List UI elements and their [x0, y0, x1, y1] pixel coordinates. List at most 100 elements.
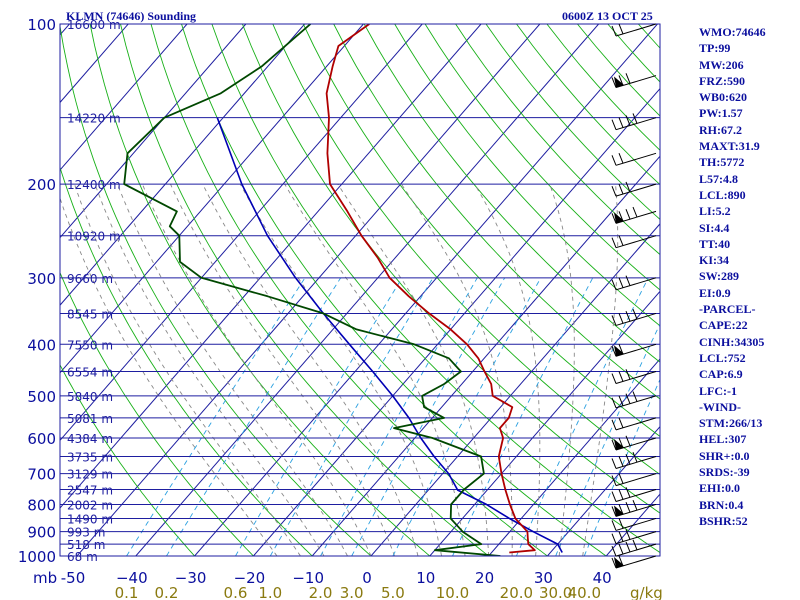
temperature-tick-label: −40 [116, 569, 148, 587]
mixing-ratio-line [235, 277, 403, 556]
temperature-tick-label: −20 [234, 569, 266, 587]
wind-barb-shaft [615, 152, 657, 166]
index-line: TP:99 [699, 41, 731, 56]
mixing-ratio-tick-label: 5.0 [381, 584, 405, 600]
pressure-tick-label: 500 [27, 388, 56, 406]
mixing-ratio-line [392, 277, 542, 556]
temperature-tick-label: −30 [175, 569, 207, 587]
wind-barb-feather [632, 451, 638, 463]
moist-adiabat-line [239, 183, 443, 556]
wind-barb-pennant [614, 212, 624, 224]
wind-barb-feather [618, 395, 624, 406]
isotherm-line [60, 24, 247, 239]
pressure-tick-label: 700 [27, 466, 56, 484]
isotherm-line [60, 24, 423, 442]
wind-barb [611, 275, 657, 291]
index-line: EHI:0.0 [699, 481, 741, 496]
wind-barb-feather [611, 373, 617, 384]
wind-barb-feather [611, 557, 617, 569]
dry-adiabat-line [241, 24, 660, 514]
height-label: 14220 m [67, 112, 121, 126]
moist-adiabat-line [401, 183, 513, 556]
temperature-tick-label: 30 [534, 569, 553, 587]
wind-barb-feather [632, 113, 638, 124]
index-line: SI:4.4 [699, 220, 730, 235]
dewpoint-trace [123, 24, 501, 556]
mixing-ratio-tick-label: 0.1 [115, 584, 139, 600]
index-line: LI:5.2 [699, 204, 731, 219]
wind-barb-feather [611, 346, 617, 357]
wind-barb-feather [618, 235, 624, 246]
valid-time: 0600Z 13 OCT 25 [562, 9, 653, 23]
wind-barb-feather [625, 529, 631, 540]
height-label: 2002 m [67, 498, 113, 512]
wind-barb-feather [611, 491, 617, 502]
wind-barb-feather [611, 237, 617, 248]
wind-barb-shaft [615, 117, 657, 131]
wind-barb [611, 529, 657, 545]
wind-barb-feather [625, 502, 631, 513]
height-label: 5081 m [67, 412, 113, 426]
dry-adiabat-line [211, 24, 660, 554]
wind-barb [611, 308, 657, 326]
wind-barb [611, 391, 657, 409]
height-label: 3129 m [67, 468, 113, 482]
wind-barb-feather [618, 371, 624, 382]
moist-adiabat-line [94, 183, 325, 556]
wind-barb-feather [611, 185, 617, 197]
temperature-tick-label: −10 [292, 569, 324, 587]
index-line: LFC:-1 [699, 383, 737, 398]
wind-barb [611, 487, 657, 503]
wind-barb-feather [632, 499, 638, 511]
mixing-ratio-line [320, 277, 478, 556]
temperature-tick-label: 10 [416, 569, 435, 587]
index-line: CINH:34305 [699, 334, 765, 349]
height-label: 10920 m [67, 230, 121, 244]
isotherm-line [76, 24, 541, 556]
pressure-tick-label: 100 [27, 16, 56, 34]
wind-barb [611, 23, 657, 37]
wind-barb-feather [611, 213, 617, 224]
pressure-tick-label: 300 [27, 270, 56, 288]
wind-barb-feather [611, 155, 617, 166]
index-line: KI:34 [699, 253, 729, 268]
pressure-tick-label: 1000 [18, 548, 56, 566]
index-line: SHR+:0.0 [699, 448, 750, 463]
plot-area [60, 24, 660, 556]
station-title: KLMN (74646) Sounding [66, 9, 197, 23]
wind-barb-feather [618, 23, 624, 35]
wind-barb-shaft [615, 489, 657, 503]
height-label: 4384 m [67, 432, 113, 446]
moist-adiabat-line [474, 183, 541, 556]
wind-barb-shaft [615, 277, 657, 291]
mixing-ratio-line [515, 277, 649, 556]
wind-barb-feather [611, 458, 617, 469]
wind-barb-shaft [615, 503, 657, 517]
wind-barb [611, 499, 657, 517]
index-line: SW:289 [699, 269, 740, 284]
wind-barb-feather [618, 183, 624, 195]
wind-barb-feather [618, 153, 624, 164]
temperature-trace [325, 24, 536, 554]
pressure-tick-label: 400 [27, 336, 56, 354]
mixing-ratio-tick-label: 0.6 [224, 584, 248, 600]
wind-barb-feather [625, 487, 631, 498]
wind-barb-feather [632, 308, 638, 320]
wind-barb [611, 435, 657, 451]
wind-barb-shaft [615, 371, 657, 384]
wind-barb-feather [625, 435, 631, 446]
index-line: PW:1.57 [699, 106, 743, 121]
pressure-tick-label: 200 [27, 176, 56, 194]
wind-barb-feather [611, 419, 617, 431]
height-label: 9660 m [67, 272, 113, 286]
index-line: TT:40 [699, 236, 731, 251]
index-line: CAPE:22 [699, 318, 748, 333]
wind-barb-pennant [614, 438, 624, 450]
wind-barb-feather [618, 531, 624, 542]
index-line: LCL:752 [699, 350, 746, 365]
wind-barb-feather [625, 208, 631, 220]
wind-barb [611, 73, 657, 89]
wind-barb-feather [618, 117, 624, 128]
wind-barb-feather [625, 311, 631, 322]
wind-barb-feather [625, 393, 631, 404]
